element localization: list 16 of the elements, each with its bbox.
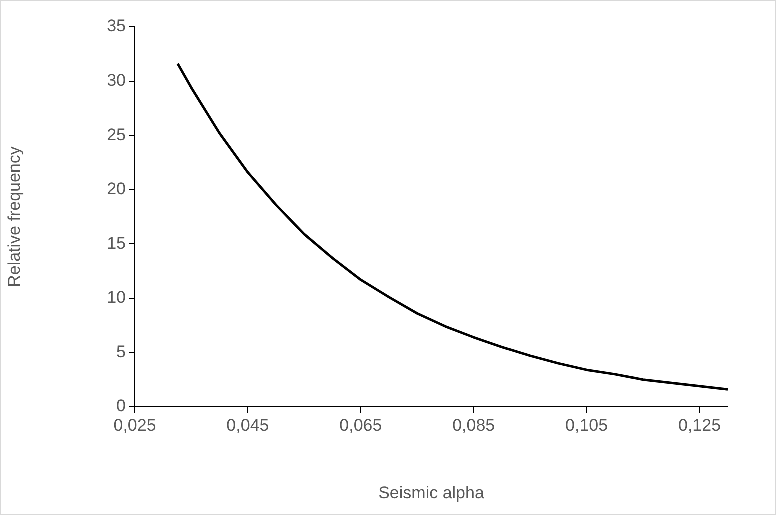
- x-tick-label: 0,085: [452, 416, 496, 435]
- y-axis-title: Relative frequency: [4, 146, 24, 288]
- y-tick-label: 20: [107, 180, 126, 199]
- y-tick-label: 10: [107, 288, 126, 308]
- y-tick-label: 30: [107, 70, 126, 90]
- x-tick-label: 0,065: [340, 416, 382, 435]
- y-tick-label: 25: [107, 125, 126, 144]
- y-tick-label: 15: [107, 234, 126, 253]
- y-tick-label: 0: [116, 396, 126, 416]
- x-tick-label: 0,125: [678, 416, 722, 435]
- x-tick-label: 0,045: [226, 416, 270, 435]
- y-tick-label: 35: [107, 16, 126, 36]
- x-axis-title: Seismic alpha: [378, 483, 485, 502]
- x-tick-label: 0,025: [114, 416, 156, 435]
- y-tick-label: 5: [116, 342, 126, 362]
- x-tick-label: 0,105: [566, 416, 608, 435]
